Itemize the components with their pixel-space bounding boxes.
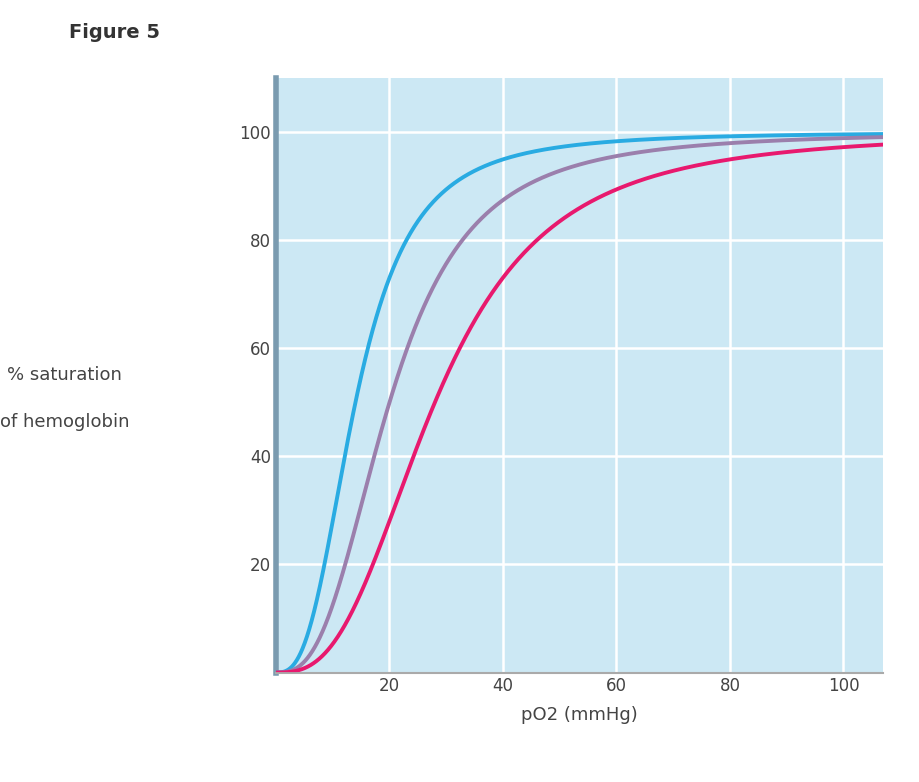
X-axis label: pO2 (mmHg): pO2 (mmHg) [521,706,637,724]
Text: of hemoglobin: of hemoglobin [0,413,129,432]
Text: % saturation: % saturation [7,366,121,385]
Text: Figure 5: Figure 5 [69,23,160,42]
